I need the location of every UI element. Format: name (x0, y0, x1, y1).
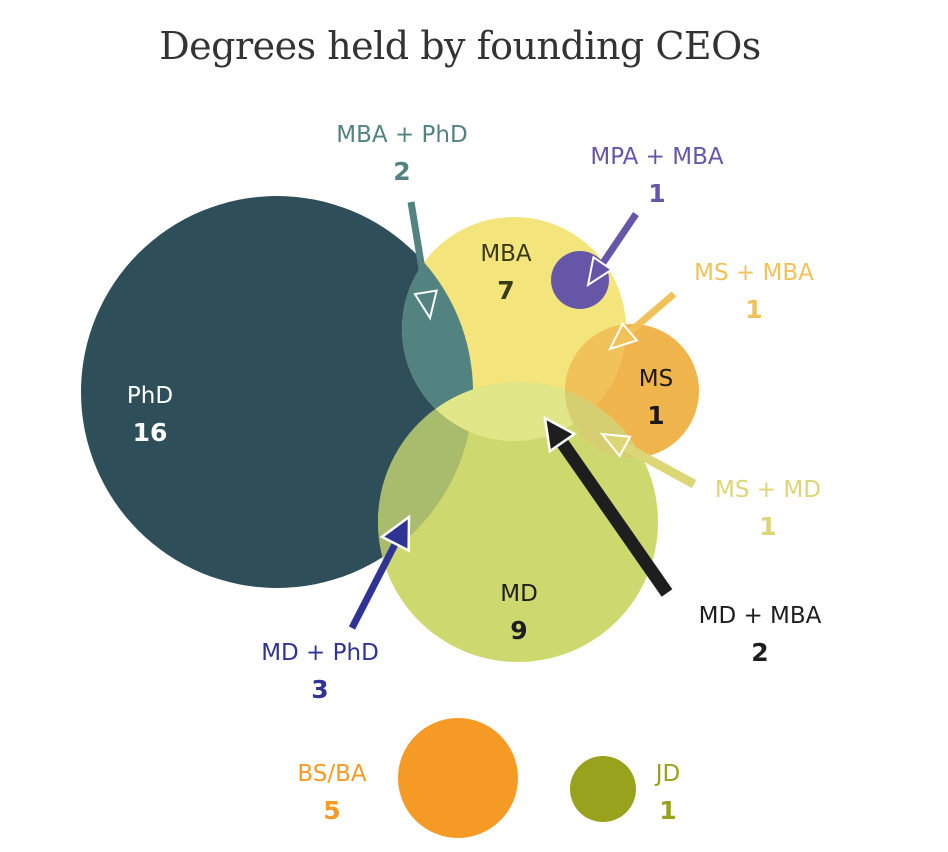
md_phd-count: 3 (311, 675, 328, 704)
mba_phd-label: MBA + PhD (336, 122, 467, 148)
mpa_mba-count: 1 (648, 179, 665, 208)
mba-phd-arrow (407, 201, 438, 321)
mpa-mba-arrow (586, 212, 639, 288)
phd-count: 16 (133, 418, 168, 447)
md_mba-label: MD + MBA (699, 603, 822, 629)
bsba-label: BS/BA (297, 761, 367, 787)
mba-count: 7 (497, 276, 514, 305)
ms_mba-label: MS + MBA (694, 260, 814, 286)
mba-label: MBA (480, 241, 532, 267)
md-count: 9 (510, 616, 527, 645)
jd-circle (570, 756, 636, 822)
md_phd-label: MD + PhD (261, 640, 379, 666)
chart-title: Degrees held by founding CEOs (159, 24, 761, 68)
ms-label: MS (639, 366, 673, 392)
md-mba-arrow (543, 415, 673, 597)
mba_phd-count: 2 (393, 157, 410, 186)
mpa_mba-label: MPA + MBA (590, 144, 723, 170)
ms-mba-overlap (565, 324, 626, 441)
phd-md-overlap (378, 382, 473, 588)
jd-label: JD (654, 761, 681, 787)
md_mba-count: 2 (751, 638, 768, 667)
md-phd-arrow (348, 514, 411, 630)
ms_md-label: MS + MD (715, 477, 821, 503)
phd-circle (81, 196, 473, 588)
bsba-count: 5 (323, 796, 340, 825)
ms_mba-count: 1 (745, 295, 762, 324)
ms-count: 1 (647, 401, 664, 430)
mpa-mba-circle (551, 251, 609, 309)
phd-label: PhD (127, 383, 173, 409)
ms_md-count: 1 (759, 512, 776, 541)
ms-md-arrow (599, 432, 697, 488)
jd-count: 1 (659, 796, 676, 825)
ms-mba-arrow (608, 291, 677, 351)
bsba-circle (398, 718, 518, 838)
md-label: MD (500, 581, 538, 607)
